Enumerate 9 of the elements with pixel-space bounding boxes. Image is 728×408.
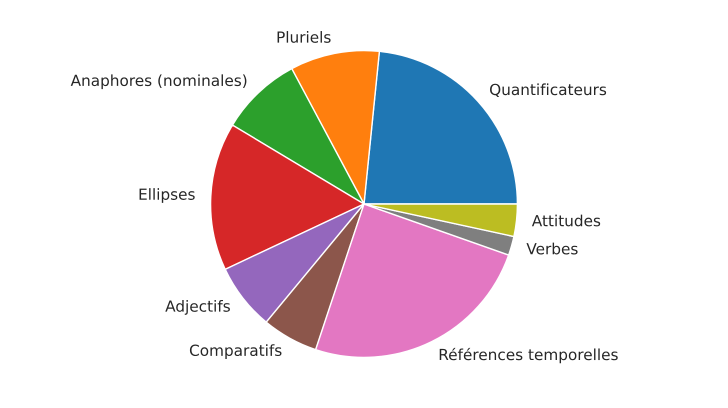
slice-label: Adjectifs: [165, 300, 230, 315]
slice-label: Ellipses: [140, 188, 195, 203]
slice-label: Verbes: [526, 242, 578, 254]
slice-label: Anaphores (nominales): [70, 74, 246, 90]
slice-label: Comparatifs: [190, 344, 282, 360]
slice-label: Attitudes: [532, 214, 600, 226]
slice-label: Références temporelles: [440, 348, 618, 364]
slice-label: Quantificateurs: [490, 83, 606, 98]
slice-label: Pluriels: [278, 31, 331, 43]
